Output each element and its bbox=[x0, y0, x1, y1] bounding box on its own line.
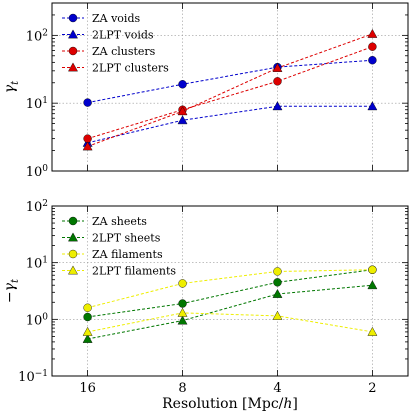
data-point-za-sheets bbox=[83, 312, 92, 322]
bottom-panel: 10−1 100 101 102 16 8 4 2 −γt Resolution [Mpc/h] Z… bbox=[2, 199, 409, 412]
series-line-2lpt-sheets bbox=[87, 284, 373, 340]
series-line-2lpt-filaments bbox=[87, 312, 373, 333]
legend-label: ZA clusters bbox=[92, 45, 156, 58]
legend-label: ZA voids bbox=[92, 12, 140, 25]
data-point-2lpt-clusters bbox=[82, 141, 93, 151]
top-panel: 100 101 102 γt ZA voids 2LPT voids ZA clusters… bbox=[2, 2, 409, 180]
legend-entry-2lpt-sheets: 2LPT sheets bbox=[62, 232, 161, 245]
x-axis-label: Resolution [Mpc/h] bbox=[162, 396, 298, 412]
data-point-za-clusters bbox=[83, 134, 92, 143]
series-line-za-voids bbox=[87, 59, 373, 104]
data-point-za-sheets bbox=[178, 299, 187, 308]
series-line-za-clusters bbox=[87, 46, 373, 140]
data-point-2lpt-filaments bbox=[272, 310, 283, 320]
data-point-2lpt-voids bbox=[367, 101, 378, 111]
legend-entry-za-clusters: ZA clusters bbox=[62, 45, 156, 58]
data-point-za-clusters bbox=[368, 42, 377, 51]
legend-marker bbox=[68, 249, 78, 259]
legend-entry-2lpt-clusters: 2LPT clusters bbox=[62, 62, 169, 75]
series-2lpt-sheets bbox=[82, 280, 378, 343]
series-2lpt-voids bbox=[82, 101, 378, 147]
x-tick-label: 8 bbox=[178, 381, 186, 396]
y-tick-label: 100 bbox=[26, 164, 49, 180]
data-point-2lpt-sheets bbox=[367, 280, 378, 290]
legend-entry-za-filaments: ZA filaments bbox=[62, 248, 163, 261]
y-axis-label: γt bbox=[2, 80, 21, 93]
series-2lpt-filaments bbox=[82, 307, 378, 336]
data-point-2lpt-voids bbox=[272, 101, 283, 111]
legend-label: 2LPT sheets bbox=[92, 232, 161, 245]
data-point-2lpt-clusters bbox=[177, 106, 188, 116]
legend-marker bbox=[68, 232, 78, 242]
data-point-za-filaments bbox=[273, 267, 282, 276]
legend-marker bbox=[68, 29, 78, 39]
x-tick-label: 4 bbox=[273, 381, 281, 396]
y-tick-label: 10−1 bbox=[18, 369, 48, 385]
legend-label: ZA filaments bbox=[92, 248, 163, 261]
x-tick-label: 16 bbox=[79, 381, 96, 396]
data-point-2lpt-filaments bbox=[367, 326, 378, 336]
data-point-za-clusters bbox=[273, 77, 282, 86]
data-point-2lpt-filaments bbox=[177, 307, 188, 317]
y-tick-label: 101 bbox=[26, 96, 48, 112]
data-point-2lpt-sheets bbox=[82, 333, 93, 343]
y-axis-label: −γt bbox=[2, 278, 21, 303]
legend-marker bbox=[68, 13, 78, 23]
legend-entry-za-voids: ZA voids bbox=[62, 12, 140, 25]
legend-entry-2lpt-filaments: 2LPT filaments bbox=[62, 265, 176, 278]
data-point-za-voids bbox=[368, 56, 377, 65]
legend-label: ZA sheets bbox=[92, 215, 147, 228]
data-point-za-voids bbox=[178, 80, 187, 89]
legend-label: 2LPT filaments bbox=[92, 265, 176, 278]
plot-frame bbox=[51, 205, 409, 377]
y-tick-label: 102 bbox=[26, 28, 48, 44]
data-point-2lpt-sheets bbox=[177, 315, 188, 325]
data-point-za-sheets bbox=[273, 278, 282, 287]
series-za-filaments bbox=[83, 265, 377, 312]
data-point-2lpt-sheets bbox=[272, 288, 283, 298]
series-line-2lpt-clusters bbox=[87, 33, 373, 147]
legend-marker bbox=[68, 265, 78, 275]
legend-entry-2lpt-voids: 2LPT voids bbox=[62, 29, 154, 42]
series-line-za-sheets bbox=[87, 269, 373, 318]
legend-label: 2LPT clusters bbox=[92, 62, 169, 75]
data-point-za-filaments bbox=[83, 303, 92, 312]
series-line-za-filaments bbox=[87, 269, 373, 309]
legend-label: 2LPT voids bbox=[92, 29, 154, 42]
data-point-2lpt-filaments bbox=[82, 326, 93, 336]
legend-marker bbox=[68, 216, 78, 226]
x-tick-label: 2 bbox=[368, 381, 376, 396]
series-2lpt-clusters bbox=[82, 28, 378, 151]
data-point-za-voids bbox=[83, 98, 92, 107]
y-tick-label: 100 bbox=[26, 312, 49, 328]
data-point-2lpt-clusters bbox=[367, 28, 378, 38]
y-tick-label: 101 bbox=[26, 256, 48, 272]
legend-marker bbox=[68, 46, 78, 56]
data-point-za-filaments bbox=[178, 279, 187, 288]
series-line-2lpt-voids bbox=[87, 105, 373, 144]
data-point-za-filaments bbox=[368, 265, 377, 274]
y-tick-label: 102 bbox=[26, 199, 48, 215]
legend-marker bbox=[68, 62, 78, 72]
data-point-2lpt-clusters bbox=[272, 63, 283, 72]
legend-entry-za-sheets: ZA sheets bbox=[62, 215, 147, 228]
data-point-2lpt-voids bbox=[177, 115, 188, 125]
plot-frame bbox=[51, 2, 409, 172]
